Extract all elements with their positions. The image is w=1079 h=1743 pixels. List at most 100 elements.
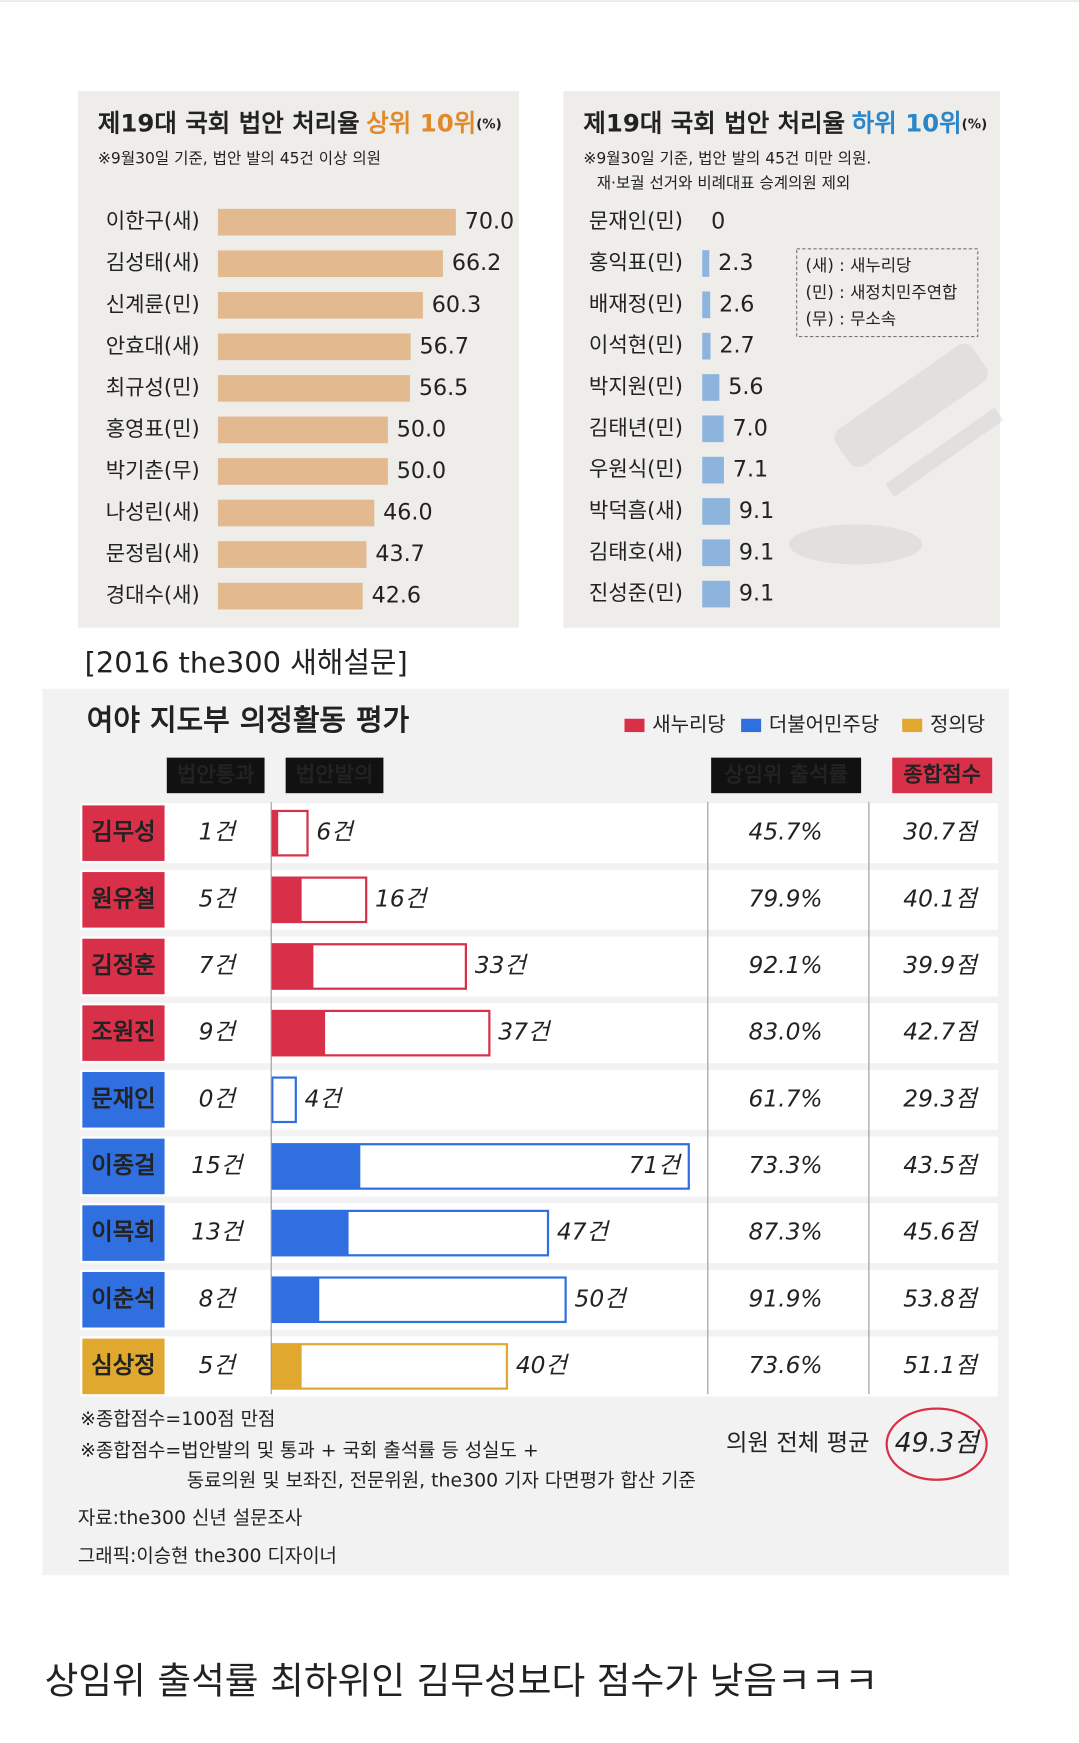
- category-label: 이춘석: [91, 1285, 155, 1312]
- score-label: 29.3점: [903, 1085, 979, 1112]
- caption: 상임위 출석률 최하위인 김무성보다 점수가 낮음ㅋㅋㅋ: [45, 1660, 879, 1703]
- bar: [702, 415, 724, 443]
- column-header: 상임위 출석률: [724, 761, 848, 786]
- category-label: 김태호(새): [589, 539, 683, 564]
- passed-label: 13건: [191, 1219, 245, 1246]
- score-label: 30.7점: [903, 819, 979, 846]
- name-box: [82, 805, 165, 861]
- bar: [217, 375, 410, 402]
- category-label: 김성태(새): [106, 250, 200, 275]
- category-label: 우원식(민): [589, 456, 683, 481]
- note: ※종합점수=100점 만점: [80, 1408, 275, 1430]
- average-label: 의원 전체 평균: [726, 1430, 870, 1457]
- bar: [702, 291, 711, 319]
- proposed-bar: [271, 1343, 509, 1390]
- bar: [217, 208, 456, 236]
- name-box: [82, 872, 165, 928]
- survey-label: [2016 the300 새해설문]: [85, 645, 408, 679]
- passed-bar: [272, 1010, 326, 1056]
- category-label: 문재인: [91, 1085, 155, 1112]
- category-label: 배재정(민): [589, 291, 683, 316]
- proposed-label: 50건: [574, 1285, 628, 1312]
- bar: [702, 580, 731, 608]
- column-header: 법안통과: [177, 761, 255, 786]
- passed-bar: [272, 1277, 320, 1322]
- attendance-label: 87.3%: [749, 1219, 823, 1246]
- passed-bar: [272, 1210, 349, 1256]
- attendance-label: 83.0%: [749, 1019, 823, 1046]
- attendance-label: 73.6%: [749, 1352, 823, 1379]
- category-label: 최규성(민): [106, 374, 200, 399]
- subtitle: ※9월30일 기준, 법안 발의 45건 이상 의원: [98, 149, 381, 167]
- subtitle: 재·보궐 선거와 비례대표 승계의원 제외: [597, 174, 851, 192]
- score-label: 53.8점: [903, 1285, 979, 1312]
- score-label: 39.9점: [903, 952, 979, 979]
- average-value: 49.3점: [895, 1428, 981, 1459]
- attendance-label: 45.7%: [749, 819, 823, 846]
- attendance-label: 91.9%: [749, 1285, 823, 1312]
- value-label: 7.0: [733, 415, 768, 441]
- value-label: 0: [711, 209, 725, 235]
- passed-label: 1건: [199, 819, 238, 846]
- note: (무) : 무소속: [806, 309, 897, 328]
- bar: [217, 333, 411, 361]
- bar: [702, 250, 710, 277]
- source: 자료:the300 신년 설문조사: [78, 1507, 302, 1529]
- value-label: 56.5: [419, 375, 468, 401]
- proposed-label: 4건: [305, 1085, 344, 1112]
- category-label: 안효대(새): [106, 333, 200, 358]
- value-label: 56.7: [420, 333, 469, 359]
- gavel-decoration: [788, 343, 1004, 565]
- value-label: 46.0: [383, 500, 432, 526]
- note-box: [796, 248, 979, 338]
- value-label: 66.2: [452, 250, 501, 276]
- category-label: 박덕흠(새): [589, 497, 683, 522]
- legend-label: 정의당: [930, 712, 985, 736]
- value-label: 60.3: [432, 292, 481, 318]
- bar: [217, 541, 367, 568]
- category-label: 문재인(민): [589, 208, 683, 233]
- legend-swatch: [624, 718, 645, 733]
- category-label: 이한구(새): [106, 208, 200, 233]
- row-background: [80, 1003, 998, 1064]
- unit: (%): [962, 117, 988, 132]
- passed-bar: [272, 1144, 361, 1189]
- value-label: 2.6: [719, 291, 754, 317]
- title: 제19대 국회 법안 처리율: [98, 108, 360, 137]
- name-box: [82, 1072, 165, 1128]
- category-label: 박지원(민): [589, 373, 683, 398]
- legend-label: 새누리당: [652, 712, 726, 736]
- category-label: 진성준(민): [589, 580, 683, 605]
- value-label: 2.3: [718, 250, 753, 276]
- bar: [702, 332, 711, 360]
- bar: [217, 250, 443, 278]
- panel-bottom: [563, 91, 1000, 628]
- category-label: 김정훈: [91, 952, 155, 979]
- passed-label: 15건: [191, 1152, 245, 1179]
- name-box: [82, 1138, 165, 1195]
- title-highlight: 상위 10위: [366, 108, 476, 137]
- column-header: 법안발의: [296, 761, 374, 786]
- bar: [702, 498, 731, 525]
- bar: [217, 416, 388, 444]
- chart-title: 제19대 국회 법안 처리율 상위 10위(%): [98, 108, 502, 137]
- proposed-label: 33건: [475, 952, 529, 979]
- passed-bar: [272, 1344, 302, 1389]
- attendance-label: 73.3%: [749, 1152, 823, 1179]
- note: (새) : 새누리당: [806, 256, 912, 275]
- proposed-label: 37건: [498, 1019, 552, 1046]
- category-label: 조원진: [91, 1019, 155, 1046]
- chart-title: 여야 지도부 의정활동 평가: [87, 703, 410, 737]
- score-label: 40.1점: [903, 885, 979, 912]
- value-label: 70.0: [465, 209, 514, 235]
- value-label: 9.1: [739, 581, 774, 607]
- proposed-label: 71건: [629, 1152, 683, 1179]
- column-header-box: [892, 757, 993, 794]
- passed-label: 5건: [199, 885, 238, 912]
- legend-swatch: [902, 718, 923, 733]
- value-label: 5.6: [728, 374, 763, 400]
- category-label: 문정림(새): [106, 541, 200, 566]
- category-label: 원유철: [91, 885, 155, 912]
- bar: [702, 374, 720, 401]
- row-background: [80, 1069, 998, 1130]
